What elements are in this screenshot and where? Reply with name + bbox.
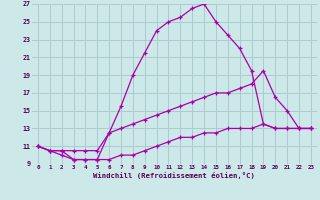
X-axis label: Windchill (Refroidissement éolien,°C): Windchill (Refroidissement éolien,°C) [93,172,255,179]
